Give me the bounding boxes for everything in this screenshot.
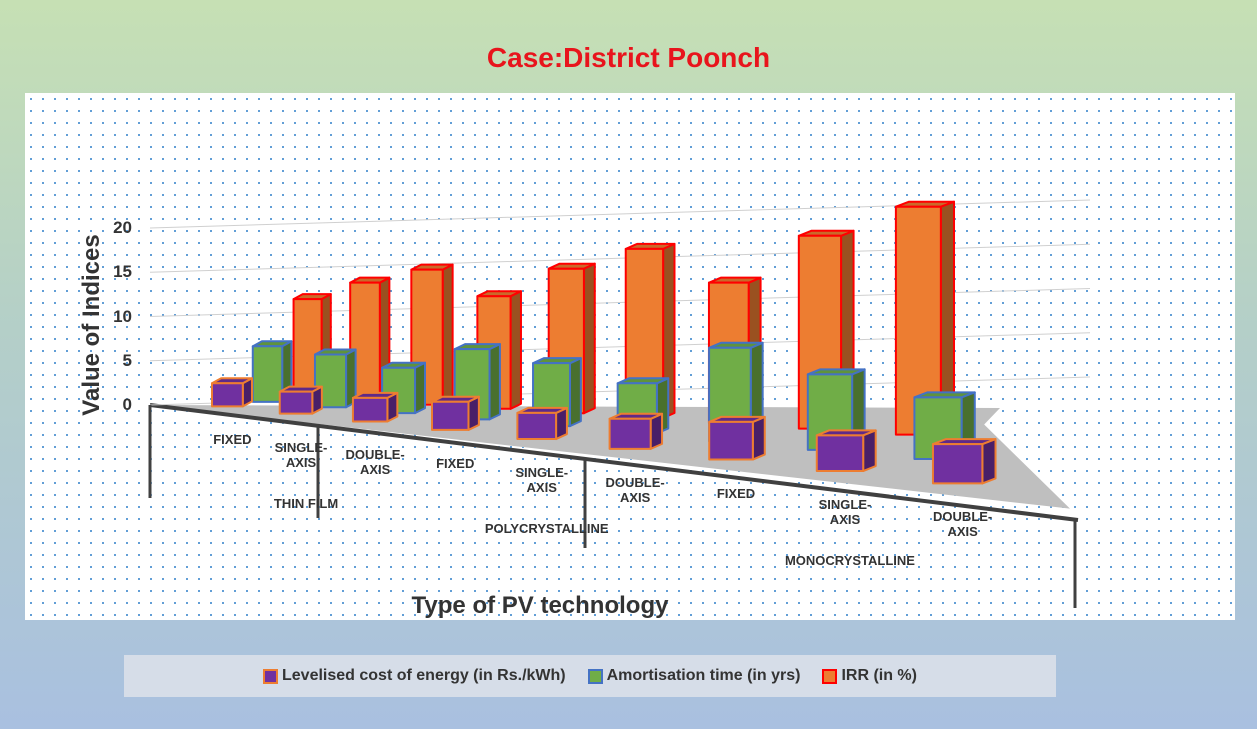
bar-front (430, 400, 470, 431)
x-tick-label: FIXED (436, 455, 475, 471)
bar-side (488, 343, 501, 421)
bar-front (351, 396, 389, 423)
bar (430, 395, 480, 431)
x-tick-label: DOUBLE-AXIS (345, 447, 405, 478)
legend-item: Levelised cost of energy (in Rs./kWh) (263, 667, 566, 685)
bar-side (568, 357, 582, 428)
legend-label: Levelised cost of energy (in Rs./kWh) (282, 667, 566, 684)
group-label: POLYCRYSTALLINE (484, 521, 609, 537)
bar-side (582, 262, 596, 415)
bar (210, 377, 253, 408)
bar-side (509, 290, 522, 410)
x-tick-label: FIXED (716, 485, 756, 501)
legend-item: IRR (in %) (822, 667, 917, 685)
chart-title: Case:District Poonch (486, 42, 771, 73)
bar (708, 415, 766, 461)
bar-front (210, 382, 244, 408)
x-axis-title: Type of PV technology (411, 592, 669, 619)
bar-front (608, 417, 652, 450)
bar-side (441, 263, 454, 406)
bar-front (815, 434, 865, 473)
bar-side (751, 415, 766, 461)
group-label: MONOCRYSTALLINE (784, 553, 915, 569)
y-tick-label: 20 (113, 218, 132, 237)
floor-edge (149, 403, 1079, 522)
legend-swatch (587, 668, 603, 684)
bar-front (410, 268, 444, 406)
legend: Levelised cost of energy (in Rs./kWh) Amo… (124, 655, 1056, 697)
y-axis-title: Value of Indices (78, 234, 105, 416)
bar-front (251, 345, 284, 403)
legend-item: Amortisation time (in yrs) (587, 667, 801, 685)
bar-side (981, 438, 997, 485)
bar-side (414, 361, 426, 415)
y-tick-label: 10 (113, 306, 132, 326)
bar-front (516, 411, 558, 441)
legend-label: Amortisation time (in yrs) (606, 667, 801, 684)
x-tick-label: SINGLE-AXIS (515, 465, 569, 496)
group-label: THIN FILM (273, 495, 339, 511)
x-tick-label: FIXED (213, 432, 252, 448)
x-tick-label: DOUBLE-AXIS (605, 474, 665, 505)
bar (410, 263, 454, 406)
y-tick-label: 5 (122, 350, 132, 370)
bar (251, 340, 293, 403)
x-tick-label: SINGLE-AXIS (274, 439, 328, 470)
y-tick-label: 0 (122, 395, 132, 414)
legend-swatch (822, 668, 838, 684)
x-tick-label: SINGLE-AXIS (818, 497, 872, 528)
bar-front (278, 390, 314, 415)
bar-side (862, 429, 877, 473)
bar (608, 412, 664, 450)
bar-front (708, 420, 754, 461)
bar (815, 429, 877, 473)
legend-swatch (263, 668, 278, 684)
bar (516, 406, 568, 441)
x-tick-label: DOUBLE-AXIS (933, 509, 993, 540)
y-tick-label: 15 (113, 262, 132, 282)
bar-front (931, 443, 984, 485)
legend-label: IRR (in %) (841, 667, 917, 684)
bar (278, 385, 323, 415)
bar (351, 391, 399, 423)
bar (931, 438, 997, 485)
